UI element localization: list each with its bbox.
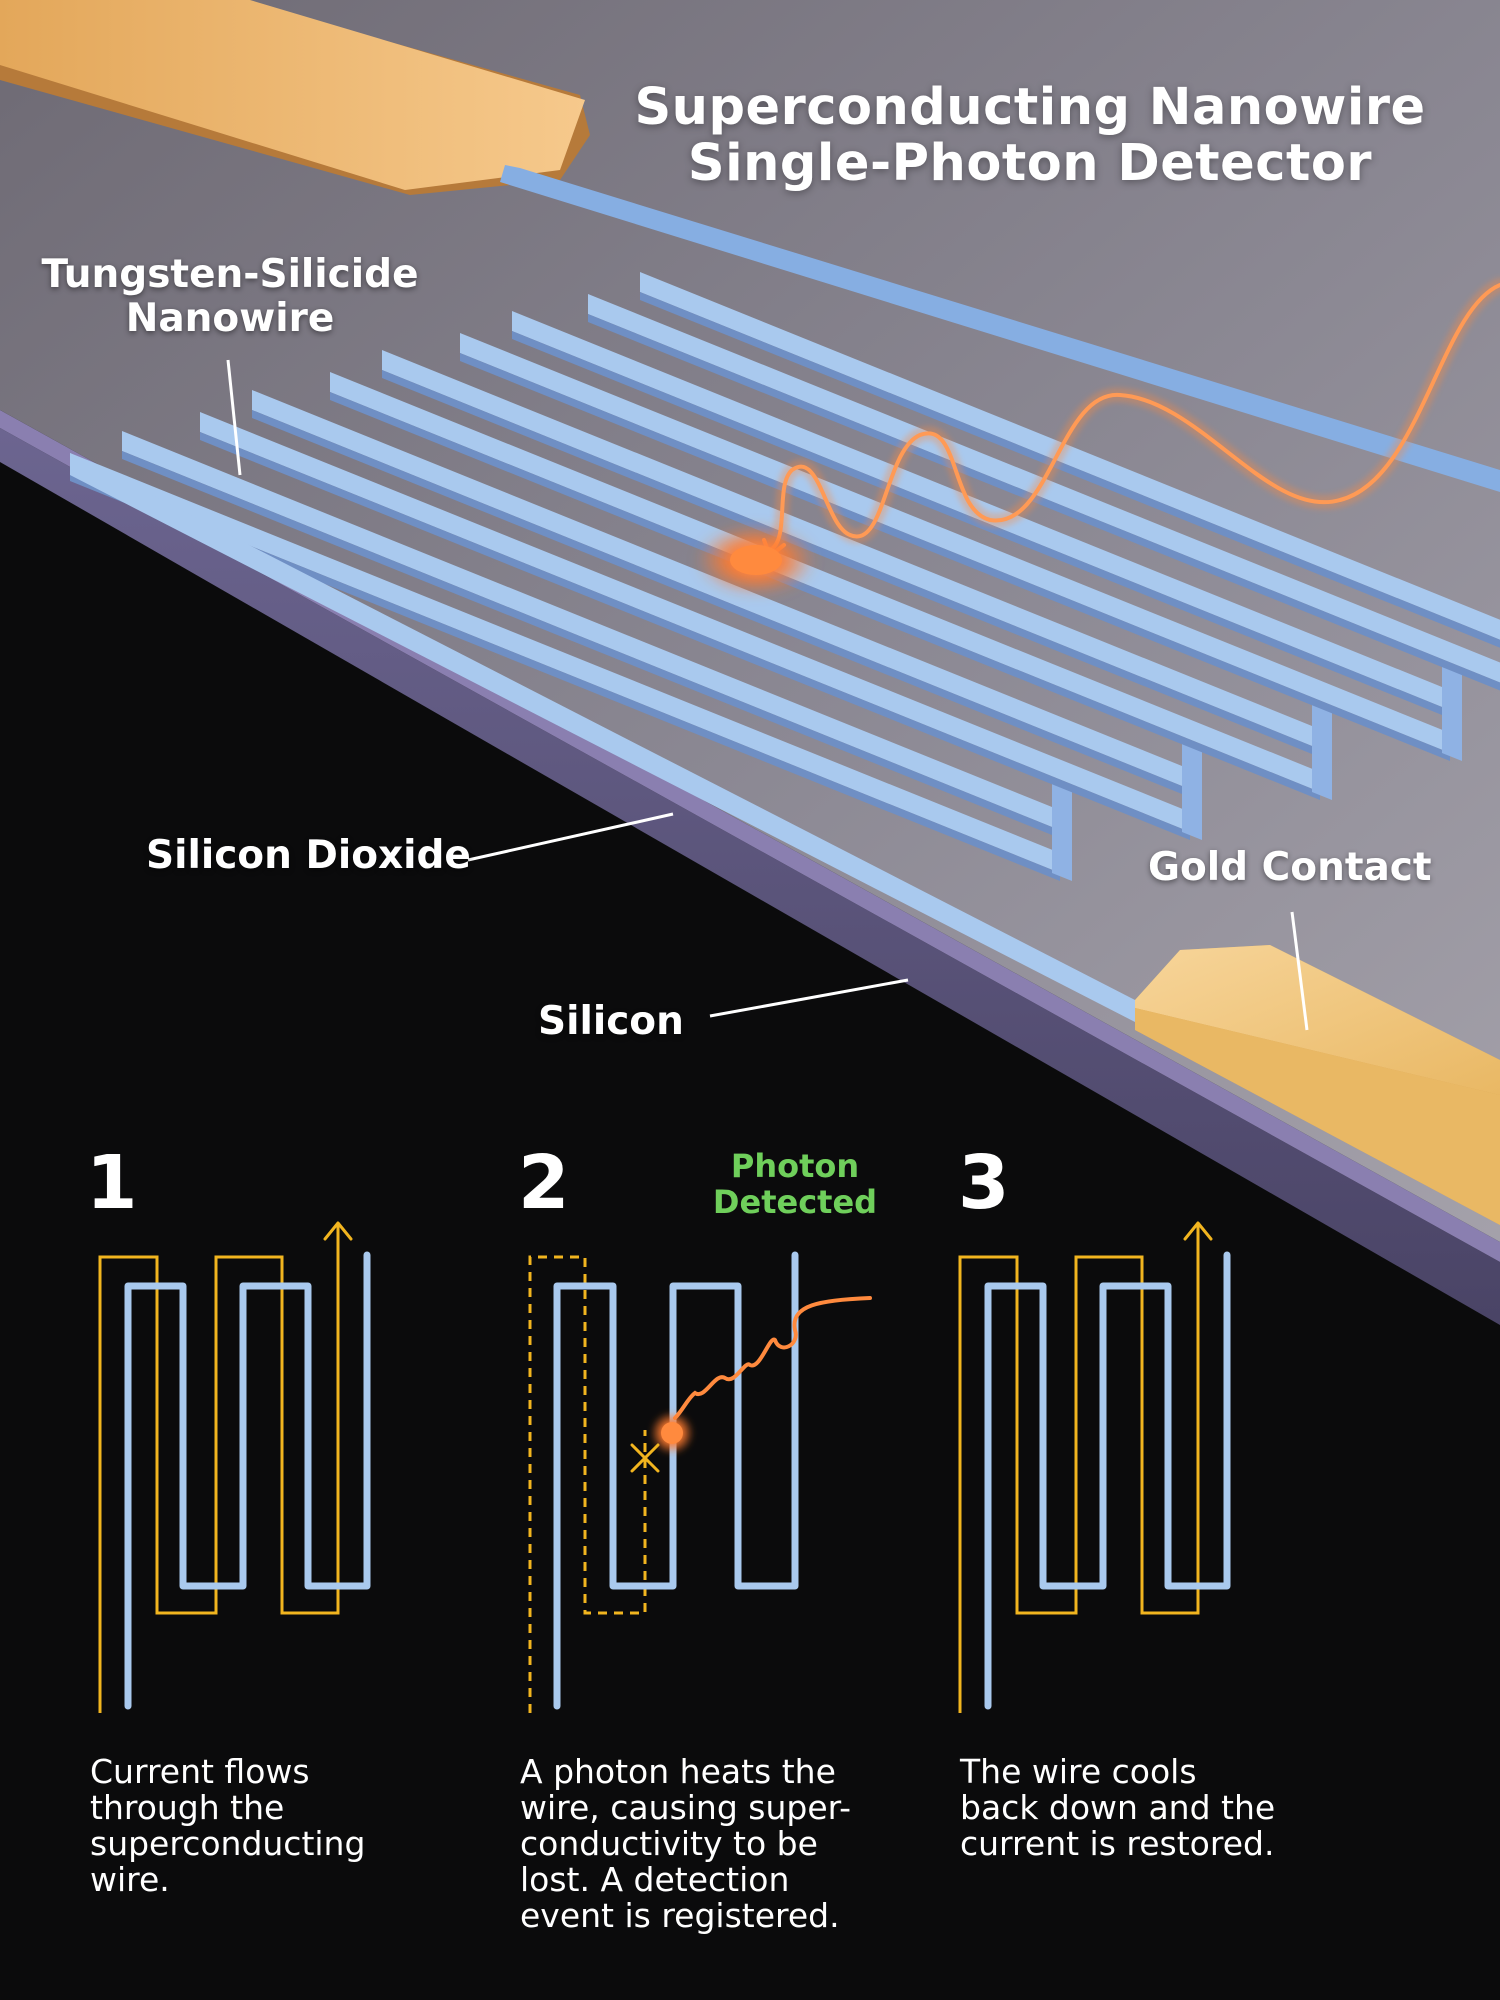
leader-gold-contact [1290,911,1309,1031]
nanowire-finger-side [512,331,1442,715]
photon-trail-core [768,283,1500,552]
title-line-1: Superconducting Nanowire [634,78,1426,137]
nanowire-lead-top [500,165,1500,492]
nanowire-finger-side [252,410,1182,794]
wafer-top-surface [0,0,1500,1242]
description-line: conductivity to be [520,1824,818,1863]
gold-contact-bottom [1135,945,1500,1225]
description-line: The wire cools [960,1752,1197,1791]
nanowire-finger-side [640,292,1500,648]
nanowire-finger [460,333,1450,753]
leader-silicon [709,978,909,1018]
step-3-description: The wire cools back down and the current… [960,1754,1360,1862]
nanowire-path [124,1251,371,1710]
nanowire-finger [640,272,1500,640]
nanowire-finger-side [460,353,1450,761]
nanowire-finger [330,372,1320,792]
photon-detected-line-2: Detected [712,1183,878,1221]
description-line: current is restored. [960,1824,1275,1863]
step-3-number: 3 [958,1140,1010,1226]
step-1-number: 1 [86,1140,138,1226]
title-line-2: Single-Photon Detector [687,134,1373,193]
step-2-number: 2 [518,1140,570,1226]
nanowire-label-line-1: Tungsten-Silicide [41,252,419,297]
nanowire-finger-side [330,392,1320,800]
nanowire-finger [122,431,1052,827]
silicon-label: Silicon [538,999,684,1044]
nanowire-label-line-2: Nanowire [125,296,335,341]
nanowire-bend [1052,783,1072,881]
description-line: Current flows [90,1752,310,1791]
gold-contact-label: Gold Contact [1148,845,1432,890]
nanowire-finger-side [70,473,1060,881]
nanowire-label: Tungsten-Silicide Nanowire [0,253,460,341]
step-1-diagram [98,1221,371,1713]
current-arrowhead [323,1221,353,1241]
step-3-diagram [958,1221,1231,1713]
nanowire-finger [382,350,1312,746]
description-line: event is registered. [520,1896,840,1935]
break-x-icon [630,1443,660,1473]
nanowire-bend [1442,663,1462,761]
leader-nanowire [226,359,242,476]
nanowire-finger-side [382,370,1312,754]
nanowire-lead-bottom [70,453,1135,1022]
broken-current-path [528,1255,647,1713]
hotspot [730,545,782,575]
nanowire-bend [1182,742,1202,840]
description-line: wire. [90,1860,170,1899]
description-line: A photon heats the [520,1752,836,1791]
description-line: superconducting [90,1824,366,1863]
nanowire-bend [1312,702,1332,800]
hotspot [661,1422,683,1444]
photon-trail [673,1296,872,1420]
nanowire-meander [70,272,1500,1022]
current-path [958,1224,1200,1713]
step-1-description: Current flows through the superconductin… [90,1754,490,1898]
nanowire-path [553,1251,799,1710]
nanowire-path [984,1251,1231,1710]
nanowire-finger [252,390,1182,786]
leader-silicon-dioxide [467,812,674,862]
gold-contact-top [0,0,590,195]
description-line: lost. A detection [520,1860,790,1899]
description-line: wire, causing super- [520,1788,851,1827]
nanowire-finger-side [200,432,1190,840]
photon-detected-label: Photon Detected [700,1148,890,1220]
current-arrowhead [1183,1221,1213,1241]
description-line: through the [90,1788,285,1827]
step-2-description: A photon heats the wire, causing super- … [520,1754,920,1934]
photon-detected-line-1: Photon [730,1147,860,1185]
nanowire-finger [70,453,1060,873]
silicon-layer [0,428,1500,1325]
step-2-diagram [528,1251,872,1713]
silicon-dioxide-label: Silicon Dioxide [146,833,471,878]
nanowire-finger-side [588,314,1500,691]
current-path [98,1224,340,1713]
nanowire-finger [200,412,1190,832]
page-title: Superconducting Nanowire Single-Photon D… [560,80,1500,192]
nanowire-finger-side [122,451,1052,835]
description-line: back down and the [960,1788,1276,1827]
